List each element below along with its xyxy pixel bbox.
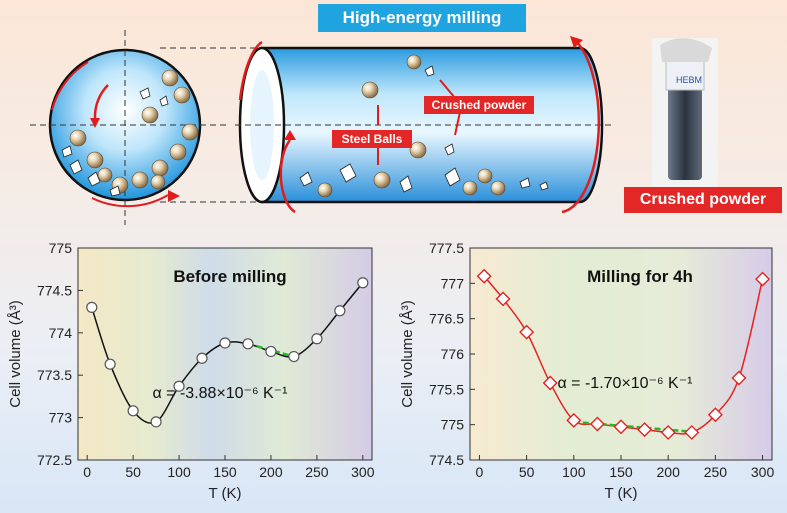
- data-point: [219, 337, 231, 349]
- label-crushed-powder-big: Crushed powder: [624, 187, 782, 213]
- x-tick-label: 50: [125, 464, 141, 480]
- data-point: [637, 422, 653, 438]
- y-tick-label: 774: [49, 325, 73, 341]
- linear-fit-line: [573, 420, 692, 433]
- x-tick-label: 250: [305, 464, 329, 480]
- x-tick-label: 150: [609, 464, 633, 480]
- y-axis-label: Cell volume (Å³): [7, 300, 24, 408]
- x-tick-label: 300: [351, 464, 375, 480]
- y-tick-label: 773: [49, 410, 73, 426]
- y-axis-label: Cell volume (Å³): [399, 300, 416, 408]
- data-point: [519, 324, 535, 340]
- x-tick-label: 0: [476, 464, 484, 480]
- linear-fit-line: [247, 342, 295, 358]
- label-steel-balls: Steel Balls: [332, 130, 412, 148]
- vial-cross-section: [30, 30, 230, 225]
- x-tick-label: 250: [704, 464, 728, 480]
- alpha-annotation: α = -3.88×10⁻⁶ K⁻¹: [152, 385, 287, 402]
- y-tick-label: 775: [441, 417, 465, 433]
- y-tick-label: 776: [441, 346, 465, 362]
- data-point: [542, 375, 558, 391]
- data-point: [173, 380, 185, 392]
- x-axis-label: T (K): [208, 485, 241, 502]
- data-point: [265, 345, 277, 358]
- data-point: [589, 416, 605, 432]
- x-tick-label: 300: [751, 464, 775, 480]
- x-axis-label: T (K): [604, 485, 637, 502]
- milling-illustration: HEBM: [30, 30, 718, 225]
- data-point: [476, 268, 492, 284]
- series-line: [91, 282, 364, 424]
- banner-title: High-energy milling: [318, 4, 526, 32]
- data-point: [566, 412, 582, 428]
- y-tick-label: 777: [441, 275, 465, 291]
- x-tick-label: 0: [83, 464, 91, 480]
- data-point: [104, 358, 116, 370]
- data-point: [755, 271, 771, 287]
- y-tick-label: 776.5: [429, 311, 464, 327]
- label-crushed-powder-small: Crushed powder: [424, 96, 534, 114]
- data-point: [86, 301, 98, 313]
- milling-vial-cylinder: [235, 36, 615, 214]
- plot-area: [469, 247, 773, 461]
- x-tick-label: 150: [213, 464, 237, 480]
- sample-tube-photo: [652, 38, 718, 188]
- data-point: [334, 305, 346, 317]
- x-tick-label: 200: [259, 464, 283, 480]
- data-point: [495, 291, 511, 307]
- data-point: [660, 424, 676, 440]
- data-point: [242, 338, 254, 350]
- chart-title: Before milling: [173, 267, 286, 286]
- data-point: [288, 350, 300, 363]
- data-point: [357, 277, 369, 289]
- y-tick-label: 774.5: [429, 452, 464, 468]
- data-point: [684, 424, 700, 440]
- x-tick-label: 200: [657, 464, 681, 480]
- x-tick-label: 100: [167, 464, 191, 480]
- data-point: [127, 405, 139, 417]
- data-point: [311, 333, 323, 345]
- series-line: [483, 275, 764, 435]
- vial-label: HEBM: [676, 75, 702, 85]
- y-tick-label: 774.5: [37, 282, 72, 298]
- data-point: [613, 419, 629, 435]
- data-point: [150, 416, 162, 428]
- plot-area: [77, 247, 373, 461]
- data-point: [707, 407, 723, 423]
- data-point: [731, 370, 747, 386]
- x-tick-label: 100: [562, 464, 586, 480]
- alpha-annotation: α = -1.70×10⁻⁶ K⁻¹: [557, 375, 692, 392]
- data-point: [196, 352, 208, 364]
- chart-title: Milling for 4h: [587, 267, 693, 286]
- y-tick-label: 775.5: [429, 381, 464, 397]
- y-tick-label: 772.5: [37, 452, 72, 468]
- y-tick-label: 773.5: [37, 367, 72, 383]
- x-tick-label: 50: [519, 464, 535, 480]
- y-tick-label: 777.5: [429, 240, 464, 256]
- y-tick-label: 775: [49, 240, 73, 256]
